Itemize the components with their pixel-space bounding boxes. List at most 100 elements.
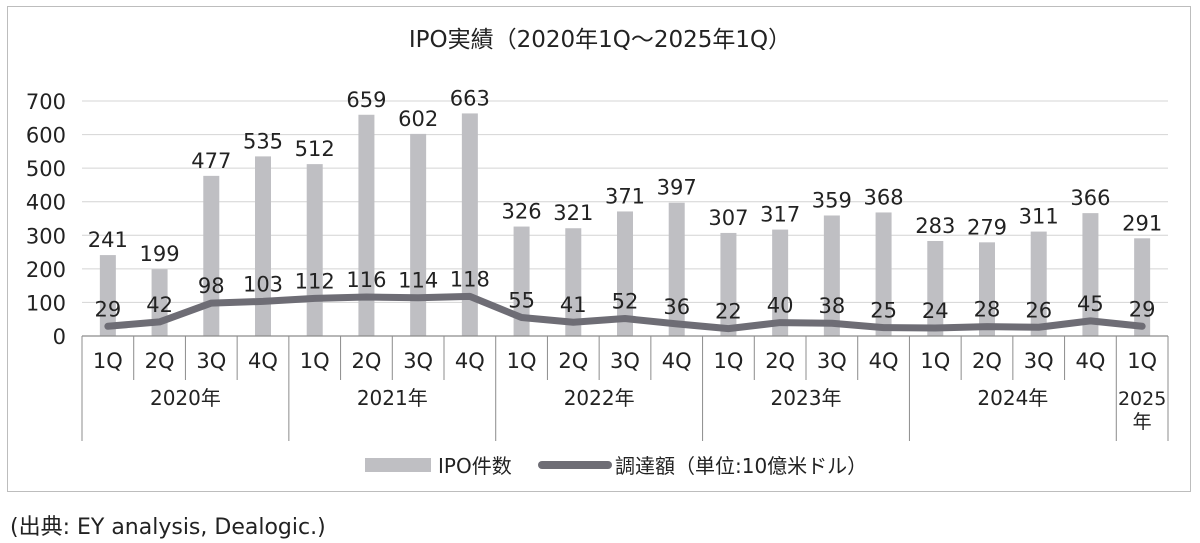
- y-tick-label: 200: [26, 258, 66, 282]
- line-series-proceeds: [104, 292, 1146, 333]
- bar-data-label: 359: [812, 188, 852, 212]
- legend-label-proceeds: 調達額（単位:10億米ドル）: [615, 454, 867, 478]
- x-tick-label-quarter: 4Q: [662, 349, 692, 373]
- bar: [513, 226, 530, 336]
- x-group-label-year: 2024年: [977, 386, 1048, 410]
- line-data-label: 55: [508, 289, 535, 313]
- bar-data-label: 659: [346, 88, 386, 112]
- y-tick-label: 700: [26, 90, 66, 114]
- x-tick-label-quarter: 3Q: [817, 349, 847, 373]
- y-tick-label: 300: [26, 224, 66, 248]
- line-point: [572, 321, 575, 324]
- y-tick-label: 100: [26, 291, 66, 315]
- bar-data-label: 311: [1019, 205, 1059, 229]
- line-point: [106, 325, 109, 328]
- bar-data-label: 283: [915, 214, 955, 238]
- bar-data-label: 512: [295, 137, 335, 161]
- line-point: [1037, 326, 1040, 329]
- legend-swatch-ipo-count: [365, 458, 431, 472]
- x-tick-label-quarter: 2Q: [351, 349, 381, 373]
- x-tick-label-quarter: 3Q: [610, 349, 640, 373]
- x-tick-label-quarter: 4Q: [248, 349, 278, 373]
- line-data-label: 42: [146, 293, 173, 317]
- bar-data-label: 397: [657, 176, 697, 200]
- bar: [461, 113, 478, 337]
- x-group-label-year: 2021年: [357, 386, 428, 410]
- line-point: [210, 302, 213, 305]
- x-tick-label-quarter: 2Q: [145, 349, 175, 373]
- bar: [1082, 213, 1099, 336]
- line-data-label: 26: [1025, 298, 1052, 322]
- bar-data-label: 321: [553, 201, 593, 225]
- line-point: [262, 300, 264, 303]
- line-data-label: 45: [1077, 292, 1104, 316]
- line-data-label: 22: [715, 300, 742, 324]
- line-point: [986, 325, 988, 328]
- line-point: [468, 295, 471, 298]
- bar: [99, 255, 116, 336]
- line-data-label: 36: [663, 295, 690, 319]
- x-group-label-year: 2025: [1118, 388, 1166, 410]
- line-point: [675, 322, 678, 325]
- legend-label-ipo-count: IPO件数: [438, 454, 512, 478]
- bar: [979, 242, 995, 336]
- bar-data-label: 477: [191, 149, 231, 173]
- line-point: [779, 321, 782, 324]
- source-note: (出典: EY analysis, Dealogic.): [10, 515, 326, 540]
- bar: [617, 211, 633, 336]
- bar: [772, 229, 789, 336]
- line-point: [830, 322, 833, 325]
- line-data-label: 29: [94, 297, 121, 321]
- line-data-label: 116: [346, 268, 386, 292]
- bar-data-label: 291: [1122, 211, 1162, 235]
- line-data-label: 98: [198, 274, 225, 298]
- bar-data-label: 279: [967, 215, 1007, 239]
- y-tick-label: 400: [26, 191, 66, 215]
- x-tick-label-quarter: 1Q: [920, 349, 950, 373]
- bar-data-label: 371: [605, 184, 645, 208]
- bar-data-label: 663: [450, 86, 490, 110]
- line-point: [1141, 325, 1144, 328]
- line-data-label: 118: [450, 267, 490, 291]
- bar-data-label: 199: [140, 242, 180, 266]
- line-point: [417, 296, 420, 299]
- x-tick-label-quarter: 1Q: [713, 349, 743, 373]
- bar: [720, 232, 737, 336]
- bar: [927, 240, 944, 336]
- bar: [358, 114, 375, 336]
- x-tick-label-quarter: 1Q: [300, 349, 330, 373]
- y-tick-label: 600: [26, 124, 66, 148]
- bar-data-label: 366: [1070, 186, 1110, 210]
- x-axis: 1Q 2Q 3Q 4Q 1Q 2Q 3Q 4Q 1Q 2Q 3Q 4Q 1Q 2Q 3Q 4Q 1Q 2Q 3Q 4Q…: [81, 335, 1169, 441]
- line-data-label: 112: [295, 269, 335, 293]
- line-data-label: 28: [974, 298, 1001, 322]
- line-data-label: 38: [818, 294, 845, 318]
- legend: IPO件数 調達額（単位:10億米ドル）: [365, 454, 867, 478]
- x-tick-label-quarter: 1Q: [507, 349, 537, 373]
- x-tick-label-quarter: 2Q: [558, 349, 588, 373]
- y-tick-label: 500: [26, 157, 66, 181]
- line-data-label: 40: [767, 294, 794, 318]
- bar: [668, 202, 685, 336]
- x-tick-label-quarter: 1Q: [93, 349, 123, 373]
- x-group-label-year: 2020年: [150, 386, 221, 410]
- line-data-label: 52: [612, 290, 639, 314]
- bar: [823, 215, 840, 336]
- x-tick-label-quarter: 4Q: [1075, 349, 1105, 373]
- line-data-label: 24: [922, 299, 949, 323]
- line-point: [624, 317, 626, 320]
- chart-title: IPO実績（2020年1Q～2025年1Q）: [409, 27, 791, 53]
- x-group-label-year-suffix: 年: [1133, 411, 1152, 433]
- x-tick-label-quarter: 4Q: [455, 349, 485, 373]
- x-group-label-year: 2023年: [771, 386, 842, 410]
- bar-data-label: 602: [398, 107, 438, 131]
- line-point: [727, 327, 730, 330]
- bar-series-ipo-count: [99, 113, 1151, 337]
- bar: [875, 212, 892, 336]
- chart-frame: IPO実績（2020年1Q～2025年1Q） 241 199 477 535 512 65…: [7, 6, 1191, 492]
- line-point: [313, 297, 316, 300]
- bar-data-label: 368: [864, 185, 904, 209]
- bar: [410, 133, 427, 336]
- bar-data-label: 241: [88, 228, 128, 252]
- line-point: [520, 316, 523, 319]
